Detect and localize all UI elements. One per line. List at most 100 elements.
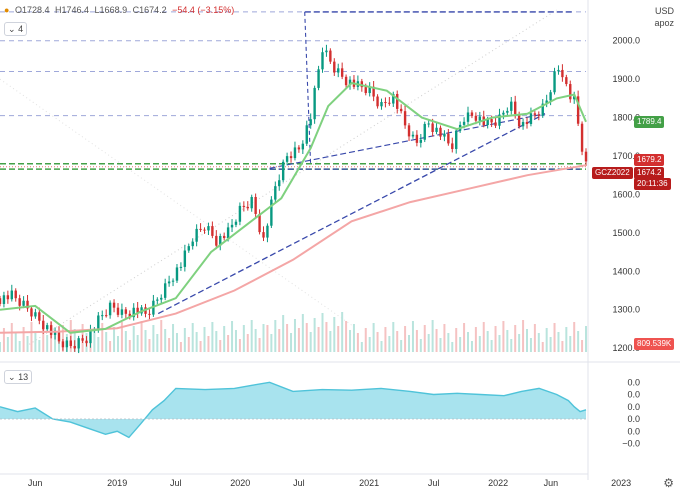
volume-bar [573, 322, 576, 352]
volume-bar [207, 336, 210, 352]
gear-icon[interactable]: ⚙ [663, 476, 674, 490]
main-pane-indicators-toggle[interactable]: ⌄ 4 [4, 22, 28, 36]
scale-mode-label[interactable]: apoz [654, 18, 674, 28]
volume-bar [526, 329, 529, 352]
candle-body [451, 143, 454, 150]
volume-bar [372, 323, 375, 352]
candle-body [160, 297, 163, 300]
volume-bar [400, 340, 403, 352]
candle-body [490, 119, 493, 123]
reference-level-tag: 1679.2 [634, 154, 665, 167]
candle-body [305, 125, 308, 144]
candle-body [541, 103, 544, 116]
candle-body [171, 280, 175, 282]
candle-body [399, 108, 403, 112]
time-axis-tick-label: Jul [170, 478, 182, 488]
candle-body [274, 186, 277, 200]
time-axis-tick-label: 2021 [359, 478, 379, 488]
candle-body [419, 139, 423, 143]
candle-body [128, 313, 131, 318]
close-value: C1674.2 [132, 5, 167, 15]
volume-bar [411, 321, 414, 352]
candle-body [553, 71, 556, 93]
candle-body [443, 133, 446, 137]
candle-body [6, 295, 10, 300]
candle-body [486, 119, 489, 125]
oscillator-line [0, 381, 587, 439]
candle-body [132, 307, 135, 318]
time-axis-tick-label: 2023 [611, 478, 631, 488]
volume-bar [274, 320, 277, 352]
currency-label[interactable]: USD [654, 6, 674, 16]
sub-pane-indicators-toggle[interactable]: ⌄ 13 [4, 370, 33, 384]
volume-bar [172, 324, 175, 352]
main-indicator-count: 4 [18, 24, 24, 34]
sub-indicator-count: 13 [18, 372, 29, 382]
volume-bar [254, 329, 257, 352]
volume-bar [30, 322, 33, 352]
volume-bar [545, 328, 548, 352]
candle-body [329, 50, 332, 62]
volume-bar [325, 322, 328, 352]
volume-bar [286, 324, 289, 352]
volume-bar [380, 341, 383, 352]
volume-bar [152, 325, 155, 352]
volume-bar [423, 325, 426, 352]
candle-body [380, 102, 383, 107]
candle-body [230, 224, 234, 228]
change-value: −54.4 (−3.15%) [172, 5, 235, 15]
volume-bar [215, 331, 218, 352]
volume-bar [42, 326, 45, 352]
volume-bar [140, 321, 143, 352]
candle-body [285, 156, 289, 162]
candle-body [77, 338, 80, 349]
volume-bar [553, 323, 556, 352]
volume-bar [368, 337, 371, 352]
candle-body [337, 68, 340, 73]
volume-bar [211, 322, 214, 352]
candle-body [435, 127, 438, 132]
volume-bar [561, 341, 564, 352]
status-dot-icon: ● [4, 5, 10, 15]
candle-body [49, 325, 53, 335]
price-axis-tick-label: 2000.0 [612, 36, 640, 46]
candle-body [73, 345, 76, 349]
volume-bar [109, 341, 112, 352]
ohlc-readout: ● O1728.4 H1746.4 L1668.9 C1674.2 −54.4 … [4, 5, 237, 15]
volume-bar [541, 342, 544, 352]
symbol-tag: GCZ2022 [592, 167, 633, 179]
volume-bar [301, 314, 304, 352]
volume-bar [337, 326, 340, 352]
volume-bar [482, 322, 485, 352]
candle-body [340, 68, 344, 77]
volume-bar [447, 333, 450, 352]
volume-bar [116, 336, 119, 352]
volume-bar [557, 332, 560, 352]
candle-body [183, 250, 187, 267]
volume-bar [101, 323, 104, 352]
candle-body [120, 309, 124, 315]
candle-body [537, 114, 541, 116]
volume-bar [227, 335, 230, 352]
volume-bar [577, 331, 580, 352]
oscillator-axis-tick-label: −0.0 [622, 439, 640, 449]
volume-bar [317, 327, 320, 352]
volume-bar [258, 338, 261, 352]
candle-body [215, 235, 218, 246]
price-axis-tick-label: 1300.0 [612, 305, 640, 315]
candle-body [167, 281, 171, 284]
volume-bar [183, 328, 186, 352]
time-axis-tick-label: Jul [293, 478, 305, 488]
ma-fast-price-tag: 1789.4 [634, 115, 665, 128]
candle-body [234, 221, 238, 225]
candle-body [348, 79, 352, 86]
candle-body [321, 52, 324, 70]
candle-body [297, 147, 301, 150]
candle-body [517, 113, 521, 127]
candle-body [22, 300, 25, 306]
volume-bar [61, 325, 64, 352]
time-axis-tick-label: 2020 [230, 478, 250, 488]
volume-bar [549, 337, 552, 352]
volume-bar [451, 342, 454, 352]
candle-body [494, 122, 497, 126]
